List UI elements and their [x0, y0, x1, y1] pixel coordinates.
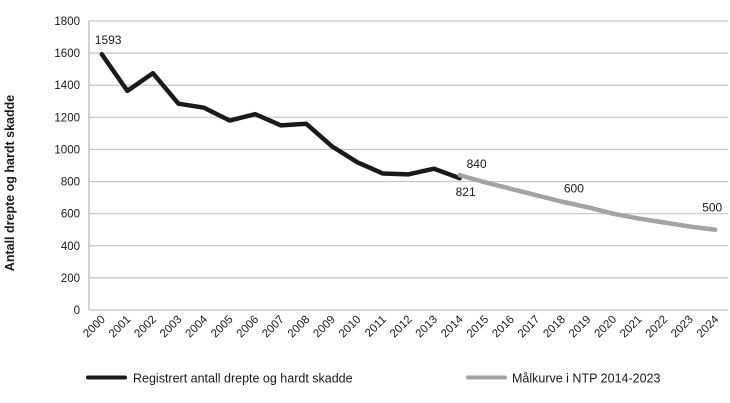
- x-tick-label: 2000: [81, 314, 108, 341]
- x-tick-labels: 2000200120022003200420052006200720082009…: [81, 313, 721, 340]
- x-tick-label: 2002: [132, 314, 159, 341]
- gridlines: [89, 20, 728, 311]
- x-tick-label: 2008: [286, 314, 313, 341]
- legend-label-registered: Registrert antall drepte og hardt skadde: [133, 372, 353, 386]
- y-tick-label: 600: [61, 209, 80, 221]
- y-tick-label: 1800: [54, 16, 80, 28]
- data-annotations: 1593 840 821 600 500: [95, 33, 723, 214]
- value-annotation: 1593: [95, 33, 122, 47]
- x-tick-label: 2023: [669, 314, 696, 341]
- x-tick-label: 2024: [695, 313, 722, 340]
- y-tick-label: 0: [74, 305, 80, 317]
- value-annotation: 500: [702, 201, 722, 215]
- x-tick-label: 2015: [465, 314, 492, 341]
- y-tick-label: 400: [61, 241, 80, 253]
- x-tick-label: 2017: [516, 314, 543, 341]
- value-annotation: 600: [564, 182, 584, 196]
- x-tick-label: 2012: [388, 314, 415, 341]
- x-tick-label: 2004: [184, 313, 211, 340]
- x-tick-label: 2022: [644, 314, 671, 341]
- y-tick-label: 1000: [54, 144, 80, 156]
- x-tick-label: 2010: [337, 314, 364, 341]
- value-annotation: 821: [456, 185, 476, 199]
- x-tick-label: 2001: [107, 314, 134, 341]
- y-tick-label: 1600: [54, 48, 80, 60]
- legend: Registrert antall drepte og hardt skadde…: [86, 372, 661, 386]
- y-axis-title: Antall drepte og hardt skadde: [3, 95, 17, 271]
- y-tick-label: 800: [61, 177, 80, 189]
- x-tick-label: 2013: [414, 314, 441, 341]
- value-annotation: 840: [467, 157, 487, 171]
- x-tick-label: 2021: [618, 314, 645, 341]
- x-tick-label: 2007: [260, 314, 287, 341]
- x-tick-label: 2003: [158, 314, 185, 341]
- y-tick-labels: 0 200 400 600 800 1000 1200 1400 1600 1800: [54, 16, 80, 317]
- x-tick-label: 2016: [490, 314, 517, 341]
- x-tick-label: 2020: [593, 314, 620, 341]
- registered-series-line: [99, 51, 462, 181]
- y-tick-label: 200: [61, 273, 80, 285]
- x-tick-label: 2014: [439, 313, 466, 340]
- x-tick-label: 2009: [311, 314, 338, 341]
- x-tick-label: 2006: [235, 314, 262, 341]
- x-tick-label: 2018: [541, 314, 568, 341]
- x-tick-label: 2019: [567, 314, 594, 341]
- x-tick-label: 2011: [363, 314, 389, 340]
- y-tick-label: 1200: [54, 112, 80, 124]
- x-tick-label: 2005: [209, 314, 236, 341]
- target-curve-line: [457, 172, 718, 232]
- y-tick-label: 1400: [54, 80, 80, 92]
- legend-label-target: Målkurve i NTP 2014-2023: [512, 372, 661, 386]
